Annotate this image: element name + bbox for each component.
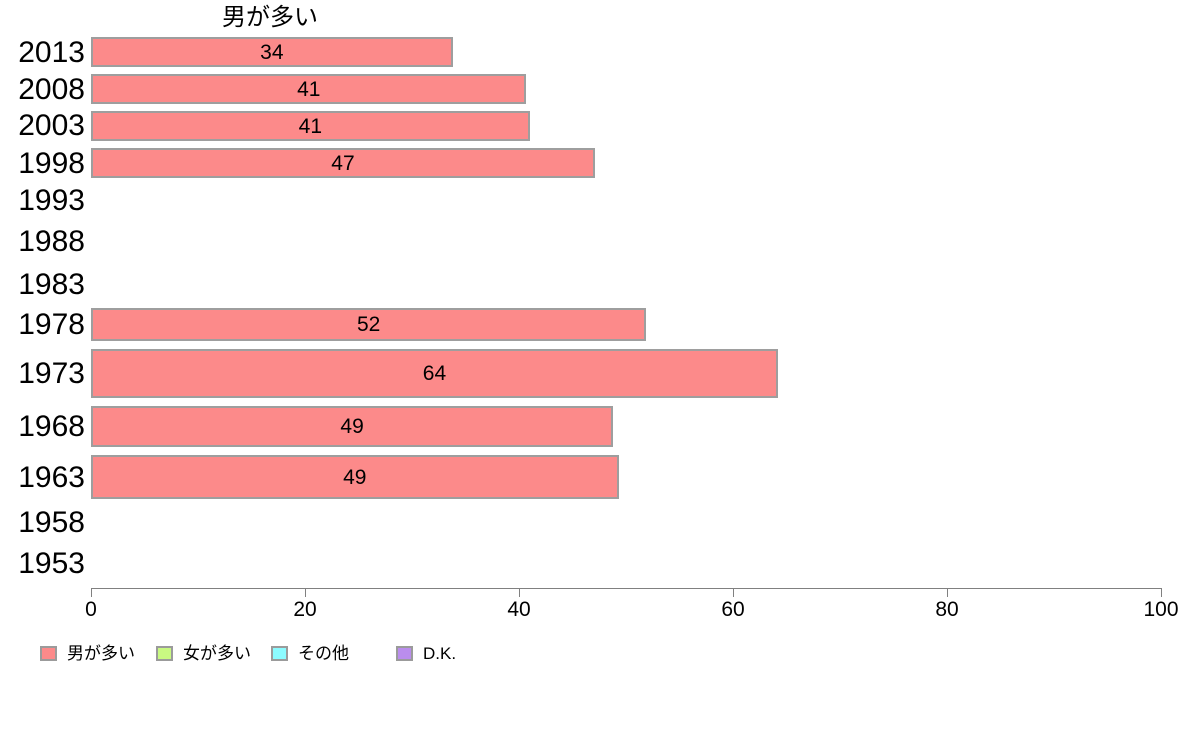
legend-swatch [156,646,173,661]
year-label: 1983 [18,268,85,301]
year-label: 1968 [18,410,85,443]
bar: 47 [91,148,595,178]
bar-value-label: 34 [260,40,284,64]
legend-label: 女が多い [183,644,251,663]
legend-label: D.K. [423,644,457,663]
bar-value-label: 41 [298,114,323,138]
year-label: 1978 [18,308,85,341]
legend-label: その他 [298,644,349,663]
bar-value-label: 49 [343,465,367,489]
bar-value-label: 47 [331,151,355,175]
year-label: 2013 [18,35,85,69]
year-label: 2003 [18,109,85,142]
bar: 41 [91,74,527,104]
bar: 41 [91,111,530,141]
year-label: 1963 [18,460,85,494]
year-label: 1958 [18,506,85,539]
x-axis-tick [519,588,520,597]
bar-value-label: 41 [297,77,321,101]
x-axis-tick [1161,588,1162,597]
bar-value-label: 52 [356,313,381,336]
bar-value-label: 49 [340,415,364,438]
year-label: 1973 [18,357,85,390]
bar: 34 [91,37,453,67]
x-axis-tick-label: 60 [721,598,745,621]
x-axis-tick-label: 20 [293,598,317,621]
x-axis-tick-label: 40 [507,598,531,621]
x-axis-tick-label: 0 [85,598,97,621]
legend-swatch [40,646,57,661]
year-label: 1993 [18,184,85,217]
x-axis-tick-label: 80 [935,598,959,621]
bar-value-label: 64 [422,362,447,385]
year-label: 1953 [18,547,85,580]
bar: 64 [91,349,778,398]
legend-swatch [271,646,288,661]
year-label: 2008 [18,72,85,106]
x-axis-tick [947,588,948,597]
bar: 52 [91,308,647,341]
year-label: 1998 [18,146,85,180]
legend-label: 男が多い [67,644,135,663]
bar: 49 [91,455,619,499]
x-axis-tick [733,588,734,597]
bar: 49 [91,406,614,447]
x-axis-tick [305,588,306,597]
year-label: 1988 [18,225,85,258]
x-axis-tick-label: 100 [1143,598,1179,621]
x-axis-line [91,588,1161,589]
chart-title: 男が多い [222,4,318,31]
legend-swatch [396,646,413,661]
x-axis-tick [91,588,92,597]
